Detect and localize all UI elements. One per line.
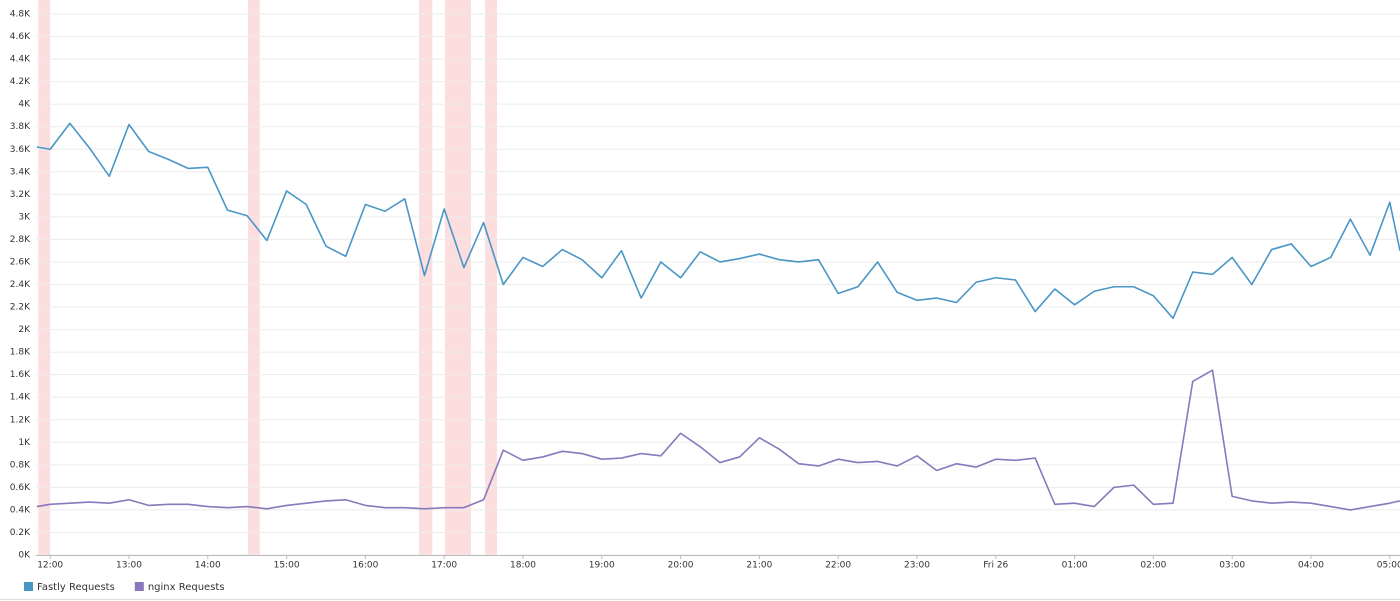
- highlight-band: [247, 0, 260, 555]
- x-tick-label: 12:00: [37, 561, 63, 571]
- legend-swatch: [134, 582, 144, 591]
- x-tick-label: 03:00: [1219, 561, 1245, 571]
- y-tick-label: 2.6K: [10, 257, 31, 267]
- x-tick-label: 04:00: [1298, 561, 1324, 571]
- y-tick-label: 3.2K: [10, 190, 31, 200]
- x-tick-label: 19:00: [589, 561, 615, 571]
- x-tick-label: 01:00: [1062, 561, 1088, 571]
- y-tick-label: 3.8K: [10, 122, 31, 132]
- y-tick-label: 2.8K: [10, 235, 31, 245]
- y-tick-label: 0.4K: [10, 505, 31, 515]
- x-tick-label: Fri 26: [983, 561, 1008, 571]
- x-tick-label: 13:00: [116, 561, 142, 571]
- y-tick-label: 2.4K: [10, 280, 31, 290]
- highlight-band: [485, 0, 497, 555]
- y-tick-label: 0.6K: [10, 483, 31, 493]
- highlight-band: [418, 0, 433, 555]
- y-tick-label: 0.2K: [10, 528, 31, 538]
- highlight-band: [38, 0, 51, 555]
- x-tick-label: 02:00: [1140, 561, 1166, 571]
- y-tick-label: 1.4K: [10, 393, 31, 403]
- x-tick-label: 17:00: [431, 561, 457, 571]
- y-tick-label: 3K: [18, 212, 31, 222]
- y-tick-label: 4.2K: [10, 77, 31, 87]
- y-tick-label: 3.4K: [10, 167, 31, 177]
- legend-label: nginx Requests: [148, 582, 225, 593]
- y-tick-label: 0K: [18, 551, 31, 561]
- x-tick-label: 05:00: [1377, 561, 1400, 571]
- y-tick-label: 0.8K: [10, 460, 31, 470]
- y-tick-label: 3.6K: [10, 145, 31, 155]
- y-tick-label: 1K: [18, 438, 31, 448]
- series-line: [36, 369, 1400, 511]
- y-tick-label: 2K: [18, 325, 31, 335]
- x-tick-label: 21:00: [746, 561, 772, 571]
- x-tick-label: 23:00: [904, 561, 930, 571]
- y-tick-label: 4.8K: [10, 10, 31, 20]
- y-tick-label: 4K: [18, 100, 31, 110]
- y-tick-label: 1.8K: [10, 348, 31, 358]
- y-tick-label: 4.4K: [10, 55, 31, 65]
- y-tick-label: 1.2K: [10, 415, 31, 425]
- x-tick-label: 20:00: [668, 561, 694, 571]
- highlight-band: [444, 0, 471, 555]
- x-tick-label: 22:00: [825, 561, 851, 571]
- x-tick-label: 16:00: [352, 561, 378, 571]
- series-line: [36, 122, 1400, 320]
- x-tick-label: 15:00: [274, 561, 300, 571]
- legend-swatch: [24, 582, 33, 591]
- x-tick-label: 14:00: [195, 561, 221, 571]
- y-tick-label: 2.2K: [10, 303, 31, 313]
- y-tick-label: 1.6K: [10, 370, 31, 380]
- legend-label: Fastly Requests: [37, 582, 115, 593]
- x-tick-label: 18:00: [510, 561, 536, 571]
- y-tick-label: 4.6K: [10, 32, 31, 42]
